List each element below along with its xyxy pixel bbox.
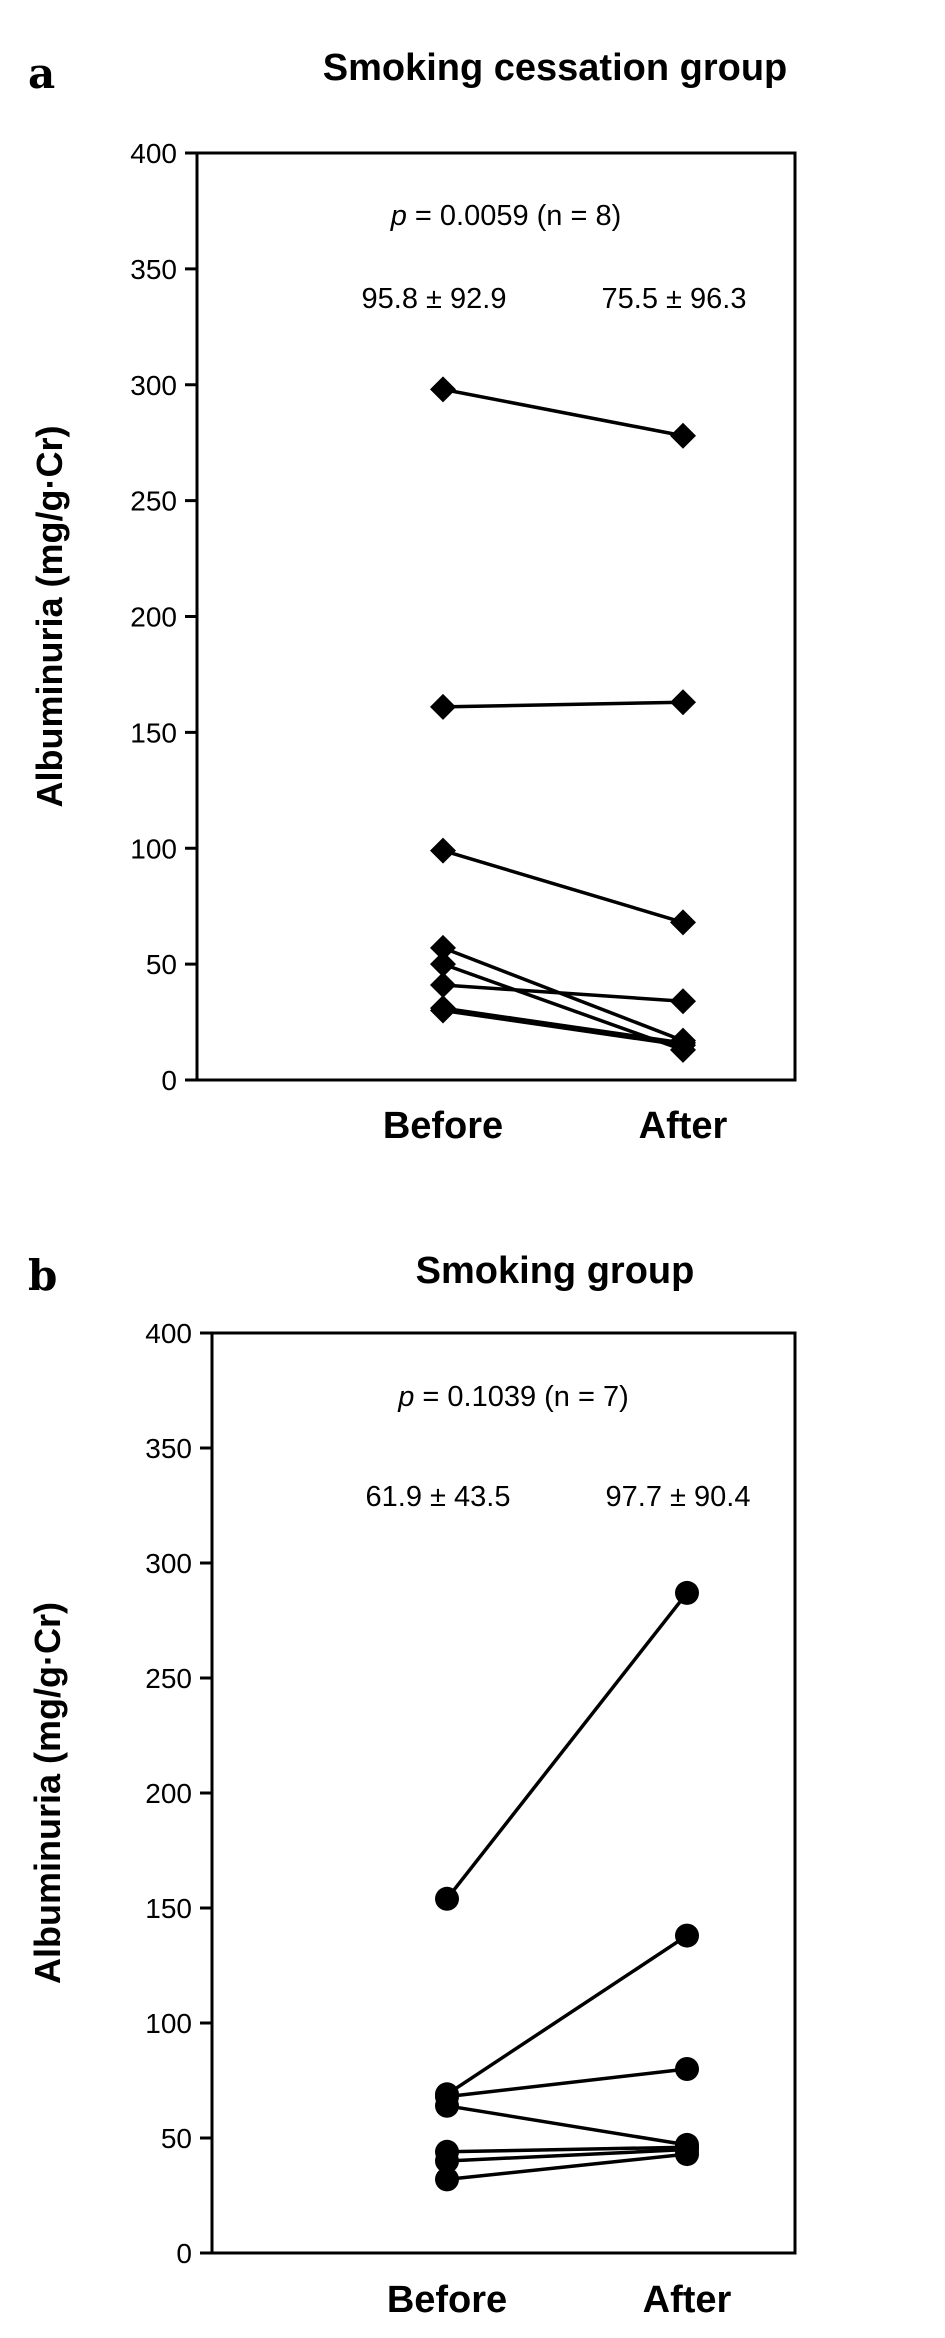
series-line [446, 1934, 688, 2096]
y-tick-label: 250 [145, 1663, 192, 1694]
panel-letter: a [28, 49, 55, 98]
series-line [442, 387, 684, 438]
series-line [446, 2152, 688, 2182]
data-point [670, 988, 696, 1015]
y-tick-label: 250 [130, 486, 177, 517]
data-point [675, 2057, 699, 2081]
data-point [430, 376, 456, 403]
x-category-label: Before [387, 2279, 507, 2321]
y-tick-label: 100 [145, 2008, 192, 2039]
y-tick-label: 50 [161, 2123, 192, 2154]
data-point [675, 2142, 699, 2167]
data-point [430, 837, 456, 864]
series-line [445, 1591, 689, 1900]
y-tick-label: 50 [146, 949, 177, 980]
y-axis-label: Albuminuria (mg/g·Cr) [27, 1602, 68, 1984]
y-tick-label: 300 [145, 1548, 192, 1579]
y-tick-label: 200 [145, 1778, 192, 1809]
stat-annotation: 95.8 ± 92.9 [362, 283, 507, 315]
data-point [435, 2149, 459, 2173]
data-point [435, 2093, 459, 2118]
series-line [442, 1008, 684, 1047]
stat-annotation: 97.7 ± 90.4 [606, 1481, 751, 1513]
panel-letter: b [28, 1251, 57, 1300]
data-point [675, 1923, 699, 1948]
y-tick-label: 350 [130, 254, 177, 285]
y-tick-label: 150 [130, 717, 177, 748]
data-point [670, 689, 696, 716]
series-line [446, 2104, 688, 2147]
x-category-label: Before [383, 1105, 503, 1147]
data-point [435, 1886, 459, 1911]
series-line [442, 983, 684, 1003]
data-point [670, 909, 696, 936]
y-tick-label: 400 [130, 138, 177, 169]
y-tick-label: 100 [130, 833, 177, 864]
data-point [430, 951, 456, 978]
data-point [675, 1580, 699, 1605]
y-tick-label: 0 [176, 2238, 192, 2269]
data-point [430, 997, 456, 1024]
y-tick-label: 200 [130, 602, 177, 633]
chart-panel-b: b Smoking group 0 50 100 150 200 250 300 350 400 Al… [27, 1250, 797, 2321]
y-axis-label: Albuminuria (mg/g·Cr) [29, 426, 70, 808]
data-point [430, 934, 456, 961]
series-line [446, 2147, 688, 2163]
data-point [430, 971, 456, 998]
stat-annotation: 75.5 ± 96.3 [602, 283, 747, 315]
x-category-label: After [639, 1105, 728, 1147]
y-tick-label: 350 [145, 1433, 192, 1464]
data-point [670, 1032, 696, 1059]
data-point [435, 2167, 459, 2192]
series-line [446, 2145, 688, 2154]
y-tick-label: 400 [145, 1318, 192, 1349]
series-line [442, 700, 684, 709]
chart-title: Smoking group [416, 1250, 695, 1292]
y-tick-label: 300 [130, 370, 177, 401]
y-tick-label: 0 [161, 1065, 177, 1096]
p-value-annotation: p = 0.1039 (n = 7) [397, 1381, 629, 1413]
data-point [670, 422, 696, 449]
series-line [442, 848, 684, 925]
x-category-label: After [643, 2279, 732, 2321]
data-point [430, 693, 456, 720]
chart-title: Smoking cessation group [323, 47, 788, 89]
p-value-annotation: p = 0.0059 (n = 8) [390, 200, 622, 232]
chart-panel-a: a Smoking cessation group 0 50 100 150 200 250 3… [28, 47, 797, 1147]
y-tick-label: 150 [145, 1893, 192, 1924]
series-line [442, 1006, 684, 1045]
series-line [446, 2067, 688, 2099]
stat-annotation: 61.9 ± 43.5 [366, 1481, 511, 1513]
